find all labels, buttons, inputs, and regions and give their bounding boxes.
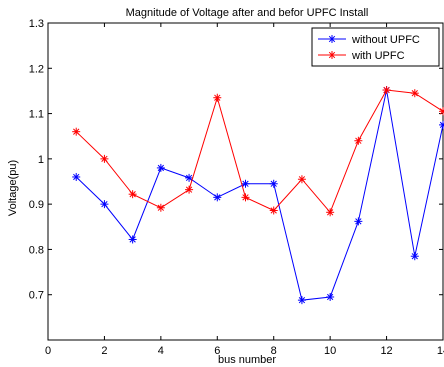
data-point (185, 173, 194, 182)
x-tick-label: 4 (158, 345, 164, 357)
data-point (72, 127, 81, 136)
y-tick-label: 0.7 (29, 290, 44, 302)
x-axis-label: bus number (218, 354, 276, 366)
y-axis-label: Voltage(pu) (7, 160, 19, 216)
data-point (213, 193, 222, 202)
data-point (382, 86, 391, 95)
data-point (241, 179, 250, 188)
data-point (269, 179, 278, 188)
legend-label: with UPFC (351, 50, 405, 62)
data-point (128, 190, 137, 199)
data-point (156, 203, 165, 212)
data-point (354, 217, 363, 226)
y-tick-label: 1 (38, 154, 44, 166)
data-point (100, 154, 109, 163)
data-point (326, 208, 335, 217)
x-tick-label: 6 (214, 345, 220, 357)
y-tick-label: 1.3 (29, 18, 44, 30)
data-point (410, 89, 419, 98)
legend-marker (328, 35, 336, 43)
data-point (269, 206, 278, 215)
y-tick-label: 1.1 (29, 109, 44, 121)
data-point (100, 200, 109, 209)
x-tick-label: 0 (45, 345, 51, 357)
x-tick-label: 2 (101, 345, 107, 357)
data-point (241, 193, 250, 202)
y-tick-label: 0.8 (29, 244, 44, 256)
series-line-with-upfc (75, 89, 444, 214)
data-point (297, 175, 306, 184)
chart-title: Magnitude of Voltage after and befor UPF… (126, 7, 369, 19)
series-line-without-upfc (75, 89, 444, 301)
data-point (185, 185, 194, 194)
y-tick-label: 1.2 (29, 63, 44, 75)
data-point (72, 172, 81, 181)
legend-label: without UPFC (351, 34, 420, 46)
data-point (128, 235, 137, 244)
data-point (326, 292, 335, 301)
data-point (354, 136, 363, 145)
legend-marker (328, 51, 336, 59)
data-point (156, 163, 165, 172)
x-tick-label: 14 (437, 345, 444, 357)
data-point (213, 93, 222, 102)
x-tick-label: 10 (324, 345, 336, 357)
data-point (439, 120, 444, 129)
data-point (297, 296, 306, 305)
data-point (439, 107, 444, 116)
x-tick-label: 12 (380, 345, 392, 357)
plot-area: 0 2 4 6 8 10 12 14 0.7 0.8 0.9 1 1.1 1.2 1.3 without UP… (29, 18, 444, 357)
y-tick-label: 0.9 (29, 199, 44, 211)
data-point (410, 252, 419, 261)
x-tick-label: 8 (271, 345, 277, 357)
legend-box (311, 27, 440, 67)
